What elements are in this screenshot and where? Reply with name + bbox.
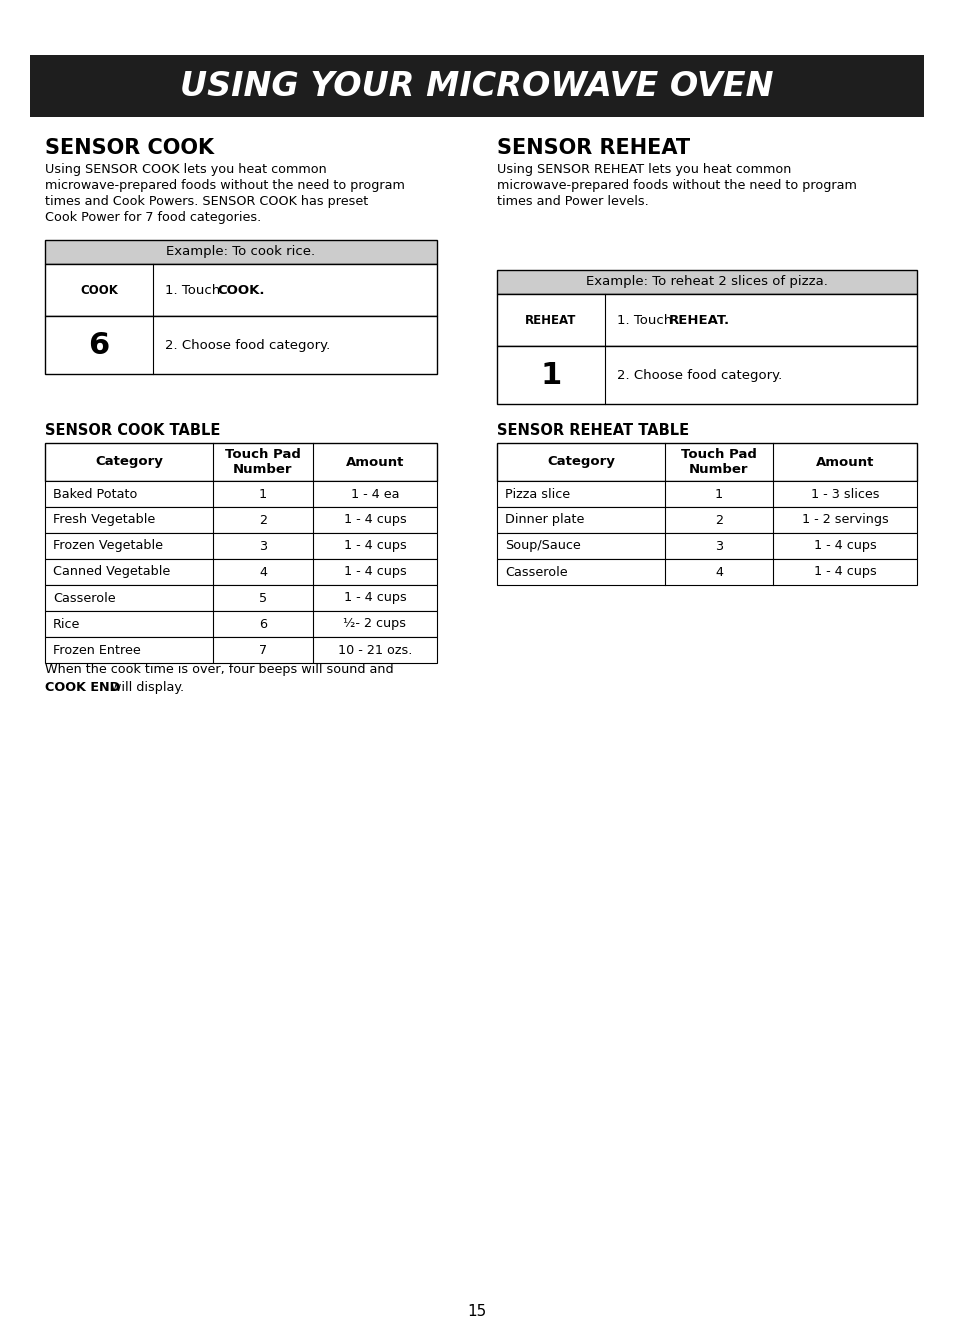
Text: SENSOR COOK TABLE: SENSOR COOK TABLE	[45, 423, 220, 437]
Text: 6: 6	[258, 617, 267, 631]
Text: Canned Vegetable: Canned Vegetable	[53, 565, 170, 578]
Text: 4: 4	[258, 565, 267, 578]
Text: 4: 4	[714, 565, 722, 578]
Text: USING YOUR MICROWAVE OVEN: USING YOUR MICROWAVE OVEN	[180, 70, 773, 102]
Bar	[497, 560, 916, 585]
Text: COOK END: COOK END	[45, 680, 120, 694]
Text: 1 - 4 cups: 1 - 4 cups	[343, 565, 406, 578]
Text: Using SENSOR COOK lets you heat common: Using SENSOR COOK lets you heat common	[45, 162, 327, 176]
Text: SENSOR REHEAT TABLE: SENSOR REHEAT TABLE	[497, 423, 688, 437]
Bar	[497, 294, 916, 346]
Text: 6: 6	[89, 330, 110, 360]
Text: REHEAT: REHEAT	[525, 314, 576, 326]
Text: 3: 3	[258, 539, 267, 553]
Text: Casserole: Casserole	[53, 592, 115, 604]
Text: 7: 7	[258, 644, 267, 656]
Text: COOK: COOK	[80, 283, 118, 297]
Text: 1 - 4 cups: 1 - 4 cups	[813, 565, 876, 578]
Bar	[45, 507, 436, 533]
Text: 1 - 2 servings: 1 - 2 servings	[801, 514, 887, 526]
Text: Dinner plate: Dinner plate	[504, 514, 584, 526]
Text: Touch Pad
Number: Touch Pad Number	[680, 448, 756, 476]
Text: Amount: Amount	[345, 455, 404, 468]
Text: 1: 1	[258, 487, 267, 501]
Text: Frozen Entree: Frozen Entree	[53, 644, 141, 656]
Text: Category: Category	[546, 455, 615, 468]
Bar	[45, 480, 436, 507]
Bar	[45, 315, 436, 374]
Text: When the cook time is over, four beeps will sound and: When the cook time is over, four beeps w…	[45, 663, 394, 676]
Text: times and Power levels.: times and Power levels.	[497, 195, 648, 208]
Bar	[30, 55, 923, 117]
Text: 1: 1	[539, 361, 561, 389]
Text: REHEAT.: REHEAT.	[668, 314, 729, 326]
Bar	[497, 507, 916, 533]
Text: 1: 1	[714, 487, 722, 501]
Bar	[497, 533, 916, 560]
Bar	[45, 560, 436, 585]
Bar	[45, 611, 436, 637]
Text: 2. Choose food category.: 2. Choose food category.	[617, 369, 781, 381]
Text: 1 - 4 cups: 1 - 4 cups	[343, 592, 406, 604]
Text: will display.: will display.	[107, 680, 184, 694]
Text: COOK.: COOK.	[216, 283, 264, 297]
Text: 1 - 4 ea: 1 - 4 ea	[351, 487, 399, 501]
Bar	[497, 346, 916, 404]
Bar	[45, 264, 436, 315]
Text: times and Cook Powers. SENSOR COOK has preset: times and Cook Powers. SENSOR COOK has p…	[45, 195, 368, 208]
Text: Cook Power for 7 food categories.: Cook Power for 7 food categories.	[45, 211, 261, 224]
Bar	[497, 480, 916, 507]
Text: 2. Choose food category.: 2. Choose food category.	[165, 338, 330, 352]
Text: Frozen Vegetable: Frozen Vegetable	[53, 539, 163, 553]
Text: 1 - 3 slices: 1 - 3 slices	[810, 487, 879, 501]
Text: 1 - 4 cups: 1 - 4 cups	[343, 514, 406, 526]
Text: Category: Category	[95, 455, 163, 468]
Bar	[45, 637, 436, 663]
Text: 1. Touch: 1. Touch	[165, 283, 224, 297]
Bar	[45, 240, 436, 264]
Text: 5: 5	[258, 592, 267, 604]
Text: Baked Potato: Baked Potato	[53, 487, 137, 501]
Bar	[45, 585, 436, 611]
Bar	[497, 443, 916, 480]
Bar	[497, 270, 916, 294]
Text: 15: 15	[467, 1304, 486, 1319]
Text: 1. Touch: 1. Touch	[617, 314, 676, 326]
Text: Touch Pad
Number: Touch Pad Number	[225, 448, 300, 476]
Text: 1 - 4 cups: 1 - 4 cups	[343, 539, 406, 553]
Text: 2: 2	[714, 514, 722, 526]
Text: microwave-prepared foods without the need to program: microwave-prepared foods without the nee…	[45, 178, 404, 192]
Text: ½- 2 cups: ½- 2 cups	[343, 617, 406, 631]
Text: Pizza slice: Pizza slice	[504, 487, 570, 501]
Text: Amount: Amount	[815, 455, 873, 468]
Text: Using SENSOR REHEAT lets you heat common: Using SENSOR REHEAT lets you heat common	[497, 162, 791, 176]
Text: 1 - 4 cups: 1 - 4 cups	[813, 539, 876, 553]
Text: Rice: Rice	[53, 617, 80, 631]
Text: microwave-prepared foods without the need to program: microwave-prepared foods without the nee…	[497, 178, 856, 192]
Text: 2: 2	[258, 514, 267, 526]
Text: SENSOR REHEAT: SENSOR REHEAT	[497, 138, 689, 158]
Text: 3: 3	[714, 539, 722, 553]
Bar	[45, 533, 436, 560]
Text: Example: To cook rice.: Example: To cook rice.	[166, 246, 315, 259]
Text: Fresh Vegetable: Fresh Vegetable	[53, 514, 155, 526]
Text: 10 - 21 ozs.: 10 - 21 ozs.	[337, 644, 412, 656]
Text: Casserole: Casserole	[504, 565, 567, 578]
Text: SENSOR COOK: SENSOR COOK	[45, 138, 213, 158]
Text: Soup/Sauce: Soup/Sauce	[504, 539, 580, 553]
Text: Example: To reheat 2 slices of pizza.: Example: To reheat 2 slices of pizza.	[585, 275, 827, 289]
Bar	[45, 443, 436, 480]
